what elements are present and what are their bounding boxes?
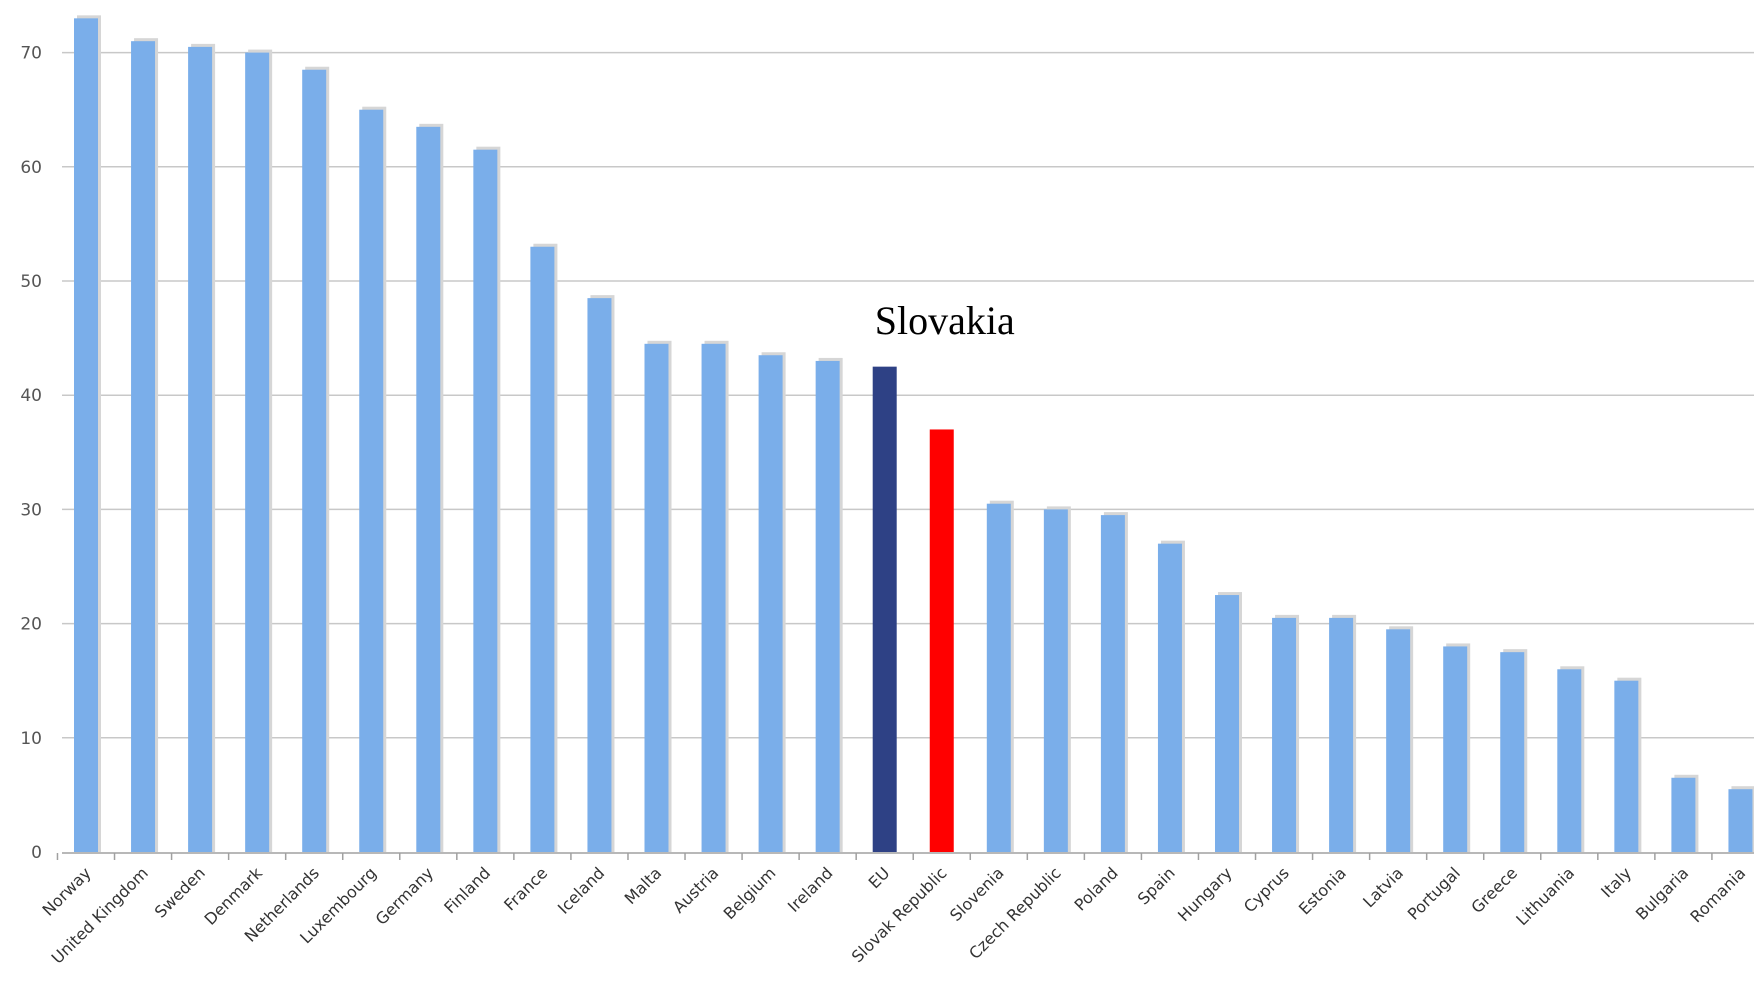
y-tick-label: 40 [20,386,42,406]
x-tick-label: Sweden [151,863,209,921]
bar-luxembourg [359,109,384,852]
annotation-label: Slovakia [875,298,1015,343]
y-axis-ticks: 0 10 20 30 40 50 60 70 [20,44,42,863]
bar-bulgaria [1671,777,1696,852]
bar-germany [416,126,441,852]
x-tick-label: United Kingdom [48,863,152,967]
x-tick-label: Italy [1597,863,1635,901]
x-tick-label: Portugal [1404,863,1464,923]
bar-czech-republic [1043,509,1068,852]
bar-sweden [188,46,213,852]
bar-norway [74,18,98,852]
x-tick-label: Cyprus [1240,863,1293,916]
bar-belgium [758,355,783,852]
x-tick-label: Latvia [1359,863,1407,911]
x-tick-label: Belgium [720,863,780,923]
bar-portugal [1443,646,1468,852]
y-tick-label: 0 [31,843,42,863]
bar-italy [1614,680,1639,852]
x-tick-label: EU [865,863,894,892]
x-tick-label: Slovak Republic [848,863,951,966]
x-tick-label: Malta [621,863,666,908]
x-tick-label: Hungary [1174,863,1236,925]
x-tick-label: Greece [1467,863,1521,917]
x-tick-label: Lithuania [1512,863,1578,929]
y-tick-label: 70 [20,44,42,64]
x-tick-label: Germany [372,863,437,928]
y-tick-label: 30 [20,500,42,520]
bar-malta [644,343,669,852]
x-tick-label: Poland [1071,863,1122,914]
bar-france [530,246,555,853]
bars [74,15,1754,853]
bar-eu [872,366,897,852]
bar-slovenia [986,503,1011,852]
x-tick-label: Norway [38,863,94,919]
bar-spain [1157,543,1182,852]
bar-romania [1728,789,1753,852]
bar-netherlands [302,69,327,853]
y-tick-label: 20 [20,615,42,635]
x-tick-label: Finland [440,863,494,917]
y-tick-label: 10 [20,729,42,749]
bar-latvia [1386,629,1411,852]
bar-cyprus [1272,617,1297,852]
x-tick-label: Romania [1686,863,1749,926]
x-tick-label: Bulgaria [1632,863,1692,923]
x-tick-label: Ireland [784,863,837,916]
bar-finland [473,149,498,853]
x-tick-label: Spain [1134,863,1179,908]
bar-poland [1100,515,1125,852]
bar-slovak-republic [929,429,954,852]
y-tick-label: 60 [20,158,42,178]
x-tick-label: Austria [669,863,722,916]
y-tick-label: 50 [20,272,42,292]
annotations: Slovakia [875,298,1015,343]
gridlines [62,51,1754,739]
bar-denmark [245,52,270,853]
bar-lithuania [1557,669,1582,852]
bar-united-kingdom [131,41,156,853]
bar-hungary [1215,595,1239,852]
x-tick-label: France [500,863,551,914]
x-tick-label: Estonia [1295,863,1350,918]
bar-greece [1500,652,1525,852]
x-tick-label: Iceland [554,863,608,917]
bar-iceland [587,298,612,852]
bar-austria [701,343,726,852]
bar-ireland [815,360,840,852]
bar-estonia [1329,617,1354,852]
